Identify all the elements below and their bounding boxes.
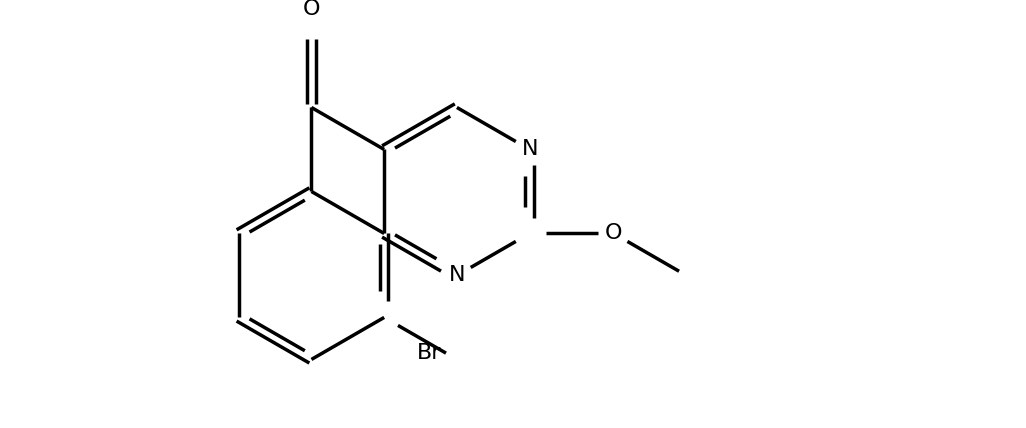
Text: Br: Br: [417, 343, 441, 363]
Text: N: N: [521, 140, 538, 160]
Text: O: O: [303, 0, 320, 19]
Text: N: N: [448, 265, 465, 285]
Text: O: O: [605, 223, 623, 244]
